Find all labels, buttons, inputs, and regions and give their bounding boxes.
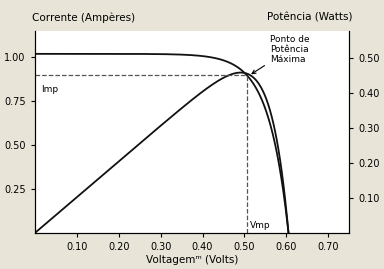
Text: Ponto de
Potência
Máxima: Ponto de Potência Máxima [252, 35, 309, 74]
Text: Imp: Imp [41, 84, 58, 94]
X-axis label: Voltagemᵐ (Volts): Voltagemᵐ (Volts) [146, 255, 238, 265]
Text: Potência (Watts): Potência (Watts) [267, 13, 353, 23]
Text: Corrente (Ampères): Corrente (Ampères) [31, 12, 135, 23]
Text: Vmp: Vmp [250, 221, 270, 230]
